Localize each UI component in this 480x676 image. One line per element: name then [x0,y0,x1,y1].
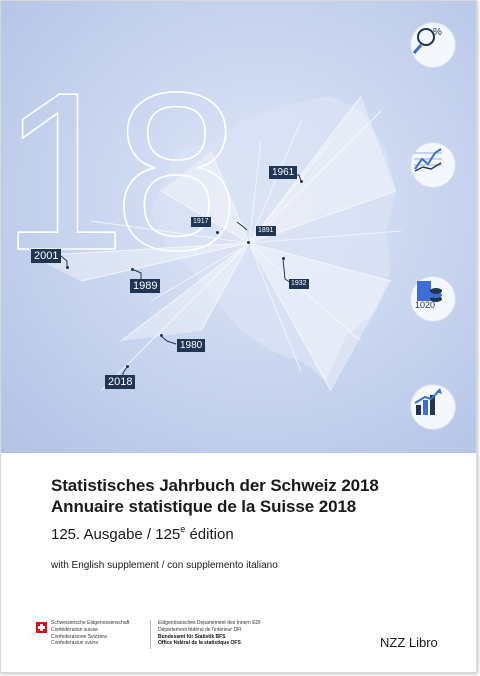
cover-artwork: 18 1961 1917 1891 2001 1989 1932 1980 [1,1,476,453]
year-label: 2001 [31,249,62,264]
marker-dot [300,180,303,183]
year-label: 1891 [256,226,276,236]
coins-1020-icon: 1020 [411,277,455,321]
marker-dot [247,241,250,244]
year-label: 1980 [177,339,206,352]
marker-dot [126,365,129,368]
svg-text:1020: 1020 [415,300,435,310]
department-names: Eidgenössisches Departement des Innern E… [158,620,261,647]
marker-dot [160,334,163,337]
edition-line: 125. Ausgabe / 125e édition [51,524,234,543]
year-label: 2018 [105,375,136,390]
marker-dot [66,266,69,269]
marker-dot [216,231,219,234]
marker-dot [282,257,285,260]
artwork-graphic: 18 [1,44,402,392]
marker-dot [131,268,134,271]
publisher-name: NZZ Libro [380,635,438,650]
title-de: Statistisches Jahrbuch der Schweiz 2018 [51,476,379,495]
year-label: 1932 [289,279,309,289]
title-area: Statistisches Jahrbuch der Schweiz 2018 … [1,453,476,672]
year-label: 1961 [269,166,298,179]
title-fr: Annuaire statistique de la Suisse 2018 [51,497,357,516]
confederation-names: Schweizerische Eidgenossenschaft Confédé… [51,620,151,649]
rising-bar-chart-icon [411,385,455,429]
year-label: 1989 [130,279,161,294]
svg-text:%: % [433,27,442,38]
line-chart-icon [411,143,455,187]
magnifier-percent-icon: % [411,23,455,67]
year-label: 1917 [191,217,211,227]
swiss-flag-icon [36,622,47,633]
supplement-note: with English supplement / con supplement… [51,560,278,571]
